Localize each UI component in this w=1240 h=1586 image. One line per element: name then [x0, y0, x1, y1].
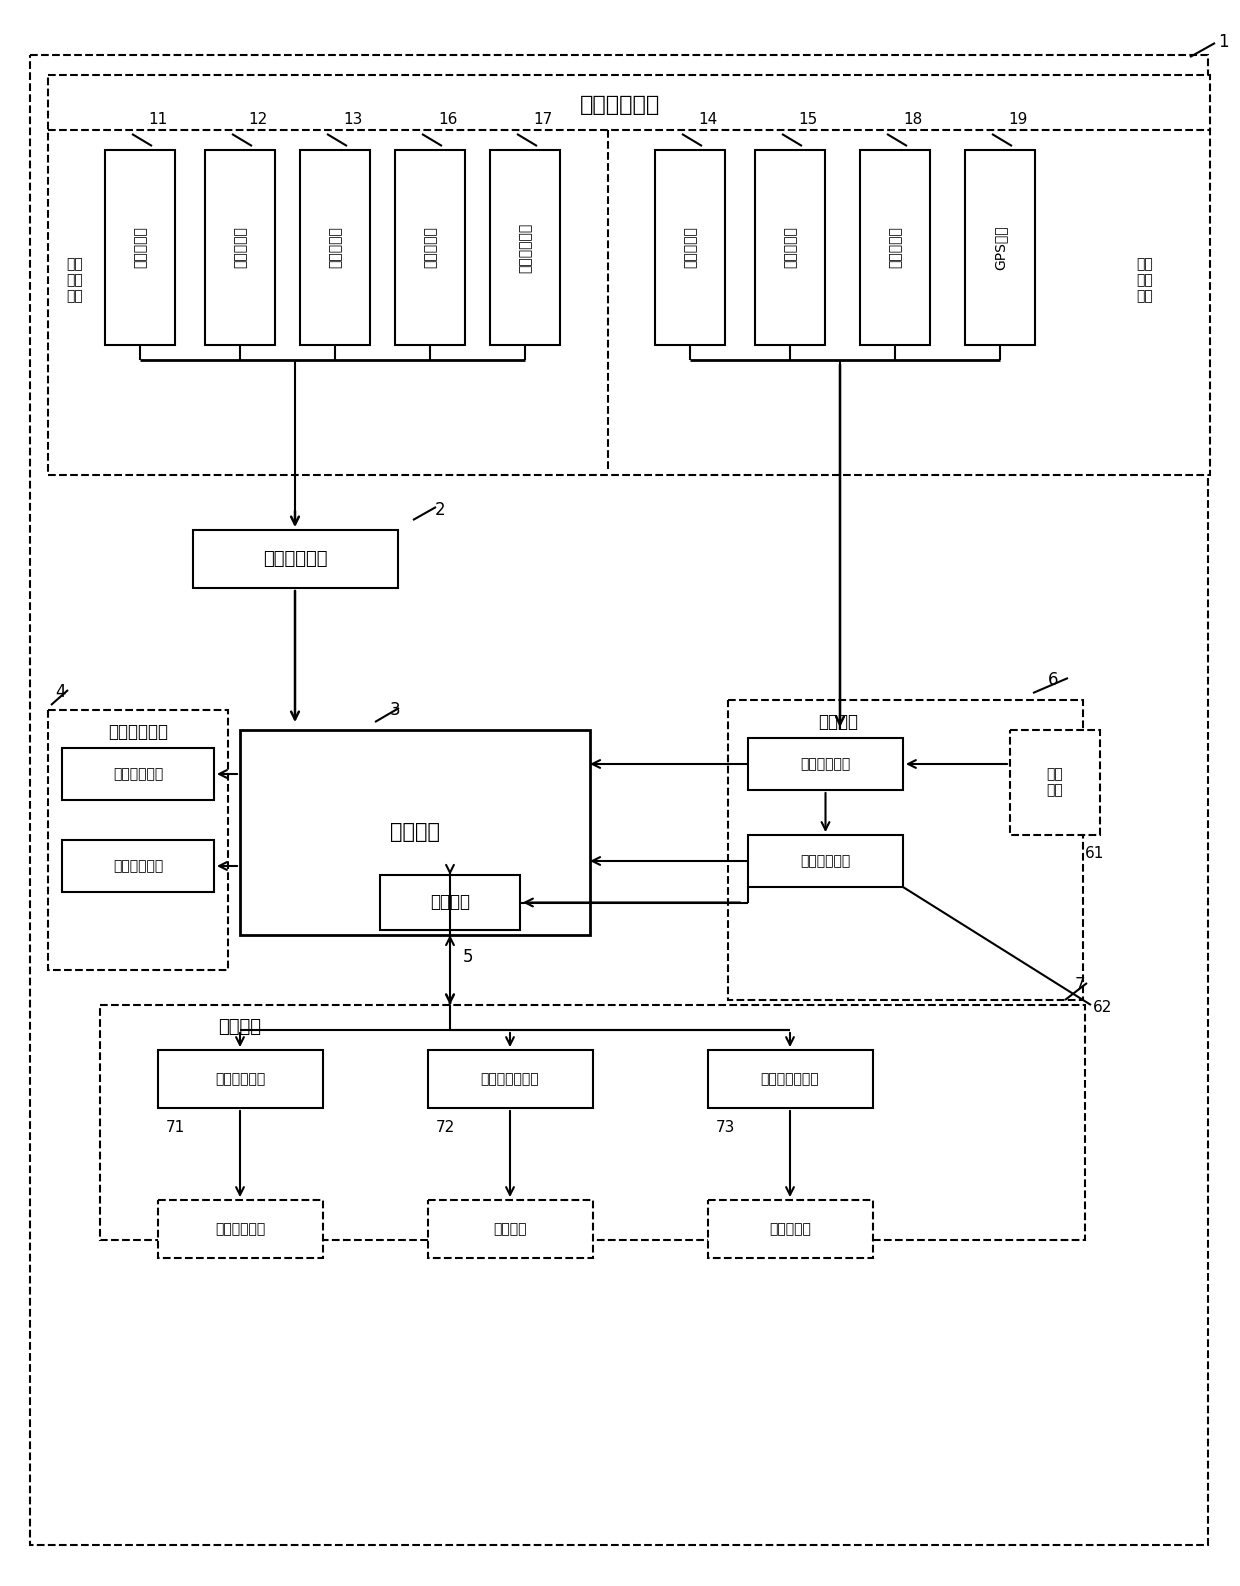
Text: 13: 13: [343, 113, 362, 127]
Text: 数据缓存单元: 数据缓存单元: [113, 860, 164, 872]
Text: 卫星通讯单元: 卫星通讯单元: [215, 1072, 265, 1086]
Text: 调整转换模块: 调整转换模块: [263, 550, 327, 568]
Text: 以太网通讯单元: 以太网通讯单元: [760, 1072, 820, 1086]
Bar: [748, 737, 903, 790]
Text: 加速度传感器: 加速度传感器: [518, 222, 532, 273]
Bar: [748, 834, 903, 887]
Text: 拉力传感器: 拉力传感器: [233, 227, 247, 268]
Text: 供电模块: 供电模块: [818, 714, 858, 731]
Text: GPS模块: GPS模块: [993, 225, 1007, 270]
Bar: [755, 151, 825, 346]
Bar: [205, 151, 275, 346]
Text: 通讯模块: 通讯模块: [218, 1018, 262, 1036]
Bar: [105, 151, 175, 346]
Text: 12: 12: [248, 113, 268, 127]
Text: 2: 2: [435, 501, 445, 519]
Text: 远程控制中心: 远程控制中心: [215, 1221, 265, 1235]
Bar: [379, 875, 520, 929]
Text: 61: 61: [1085, 845, 1105, 861]
Text: 外部
电源: 外部 电源: [1047, 768, 1064, 798]
Text: 智能存储单元: 智能存储单元: [113, 768, 164, 780]
Text: 数据存储模块: 数据存储模块: [108, 723, 167, 741]
Bar: [861, 151, 930, 346]
Bar: [48, 75, 1210, 474]
Text: 6: 6: [1048, 671, 1058, 688]
Text: 湿度传感器: 湿度传感器: [782, 227, 797, 268]
Bar: [62, 841, 215, 891]
Text: 噪声传感器: 噪声传感器: [329, 227, 342, 268]
Text: 船舶控制室: 船舶控制室: [769, 1221, 811, 1235]
Text: 15: 15: [799, 113, 817, 127]
Bar: [396, 151, 465, 346]
Text: 73: 73: [715, 1120, 735, 1136]
Text: 云服务器: 云服务器: [494, 1221, 527, 1235]
Bar: [157, 1050, 322, 1109]
Text: 报警模块: 报警模块: [430, 893, 470, 912]
Text: 72: 72: [436, 1120, 455, 1136]
Bar: [157, 1201, 322, 1258]
Bar: [490, 151, 560, 346]
Text: 18: 18: [903, 113, 923, 127]
Text: 采集
数字
信号: 采集 数字 信号: [1137, 257, 1153, 303]
Bar: [965, 151, 1035, 346]
Text: 三轴陀螺仪: 三轴陀螺仪: [888, 227, 901, 268]
Bar: [428, 1201, 593, 1258]
Text: 控制模块: 控制模块: [391, 823, 440, 842]
Text: 71: 71: [166, 1120, 185, 1136]
Text: 应变传感器: 应变传感器: [133, 227, 148, 268]
Bar: [655, 151, 725, 346]
Text: 1: 1: [1218, 33, 1229, 51]
Text: 4: 4: [55, 684, 66, 701]
Bar: [62, 749, 215, 799]
Bar: [728, 699, 1083, 1001]
Text: 3: 3: [389, 701, 401, 718]
Text: 数据采集模块: 数据采集模块: [580, 95, 660, 116]
Text: 物联网通讯单元: 物联网通讯单元: [481, 1072, 539, 1086]
Text: 5: 5: [463, 948, 474, 966]
Text: 第一供电单元: 第一供电单元: [800, 757, 851, 771]
Bar: [193, 530, 398, 588]
Bar: [48, 711, 228, 971]
Text: 温度传感器: 温度传感器: [683, 227, 697, 268]
Text: 62: 62: [1092, 1001, 1112, 1015]
Text: 19: 19: [1008, 113, 1028, 127]
Text: 7: 7: [1075, 975, 1085, 994]
Text: 采集
模拟
信号: 采集 模拟 信号: [67, 257, 83, 303]
Text: 16: 16: [438, 113, 458, 127]
Text: 14: 14: [698, 113, 717, 127]
Text: 17: 17: [533, 113, 552, 127]
Text: 风速传感器: 风速传感器: [423, 227, 436, 268]
Bar: [428, 1050, 593, 1109]
Bar: [241, 730, 590, 936]
Bar: [708, 1201, 873, 1258]
Bar: [1011, 730, 1100, 834]
Bar: [300, 151, 370, 346]
Text: 11: 11: [148, 113, 167, 127]
Bar: [100, 1006, 1085, 1240]
Bar: [708, 1050, 873, 1109]
Text: 第二供电单元: 第二供电单元: [800, 853, 851, 868]
